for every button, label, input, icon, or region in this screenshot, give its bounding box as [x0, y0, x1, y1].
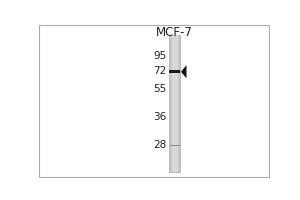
FancyBboxPatch shape [169, 35, 181, 172]
Text: 36: 36 [153, 112, 167, 122]
Polygon shape [181, 66, 186, 78]
FancyBboxPatch shape [169, 145, 180, 146]
FancyBboxPatch shape [172, 35, 178, 172]
Text: MCF-7: MCF-7 [156, 26, 193, 39]
Text: 72: 72 [153, 66, 167, 76]
Text: 95: 95 [153, 51, 167, 61]
Text: 28: 28 [153, 140, 167, 150]
FancyBboxPatch shape [169, 70, 181, 73]
Text: 55: 55 [153, 84, 167, 94]
